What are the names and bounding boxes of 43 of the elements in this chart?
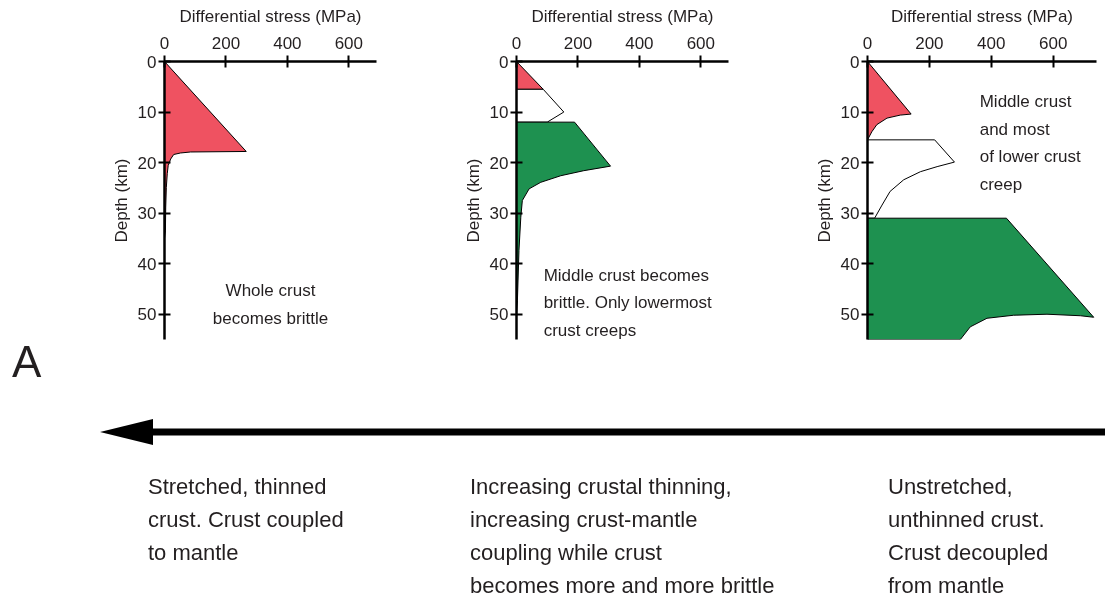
y-tick-label: 0 [499, 52, 509, 72]
annotation: Middle crust becomes brittle. Only lowermost crust creeps [543, 265, 713, 340]
x-tick-label: 400 [977, 33, 1006, 53]
x-tick-label: 0 [862, 33, 873, 53]
annotation: Middle crust and most of lower crust creep [979, 92, 1082, 194]
x-tick-label: 200 [211, 33, 241, 53]
x-axis-title: Differential stress (MPa) [179, 6, 362, 26]
y-tick-label: 40 [840, 254, 860, 274]
x-tick-label: 200 [915, 33, 944, 53]
x-tick-label: 400 [273, 33, 302, 53]
y-tick-label: 10 [489, 103, 509, 123]
y-axis-title: Depth (km) [814, 158, 834, 243]
y-axis-title: Depth (km) [111, 158, 131, 243]
y-tick-label: 30 [137, 204, 157, 224]
y-tick-label: 20 [489, 153, 509, 173]
text: A [12, 337, 42, 386]
text: Increasing crustal thinning, increasing crust-mantle coupling while crust becomes more and more brittle [470, 473, 775, 600]
y-tick-label: 30 [840, 204, 860, 224]
x-tick-label: 0 [511, 33, 522, 53]
y-tick-label: 40 [489, 254, 509, 274]
text: Stretched, thinned crust. Crust coupled to mantle [148, 473, 344, 567]
x-axis-title: Differential stress (MPa) [890, 6, 1074, 26]
y-tick-label: 10 [840, 103, 860, 123]
y-axis-title: Depth (km) [463, 158, 483, 243]
y-tick-label: 50 [840, 305, 860, 325]
y-tick-label: 0 [147, 52, 157, 72]
y-tick-label: 20 [137, 153, 157, 173]
y-tick-label: 30 [489, 204, 509, 224]
x-axis-title: Differential stress (MPa) [531, 6, 714, 26]
x-tick-label: 400 [625, 33, 654, 53]
x-tick-label: 0 [159, 33, 170, 53]
x-tick-label: 600 [1038, 33, 1068, 53]
text: Unstretched, unthinned crust. Crust decoupled from mantle [888, 473, 1049, 600]
y-tick-label: 50 [489, 305, 509, 325]
y-tick-label: 50 [137, 305, 157, 325]
annotation: Whole crust becomes brittle [212, 281, 329, 328]
y-tick-label: 0 [850, 52, 860, 72]
y-tick-label: 40 [137, 254, 157, 274]
x-tick-label: 600 [686, 33, 716, 53]
y-tick-label: 20 [840, 153, 860, 173]
x-tick-label: 200 [563, 33, 593, 53]
x-tick-label: 600 [334, 33, 364, 53]
y-tick-label: 10 [137, 103, 157, 123]
